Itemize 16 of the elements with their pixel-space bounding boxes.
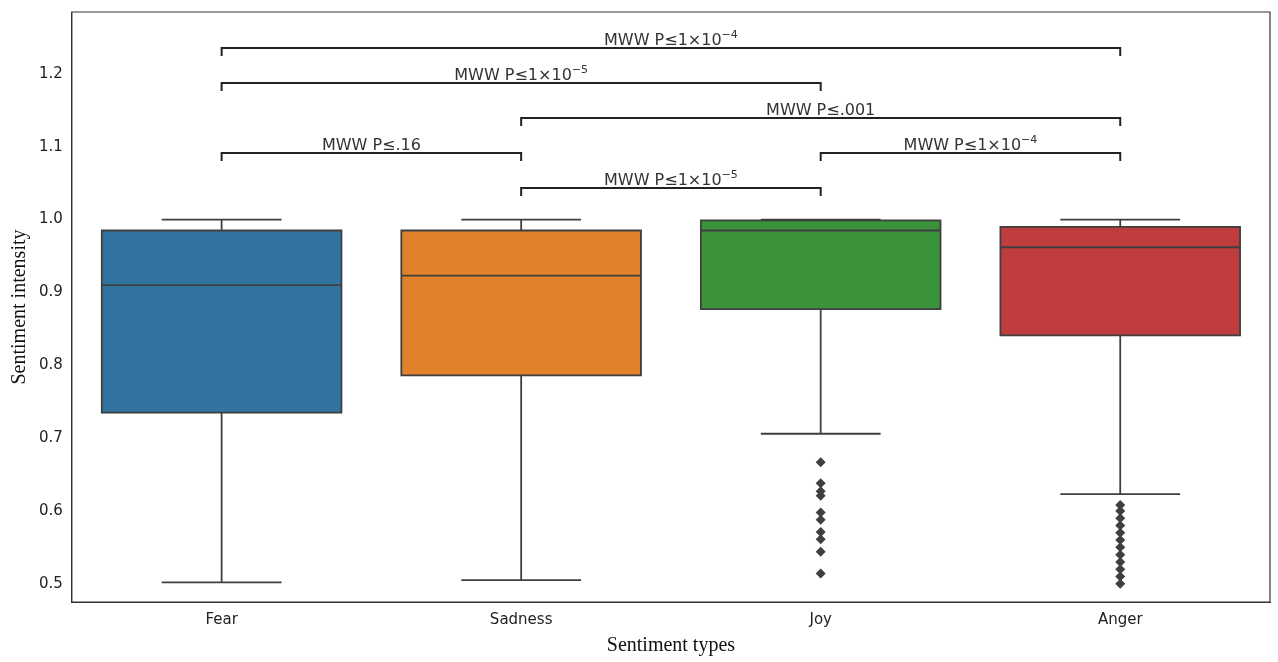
x-tick-label: Anger bbox=[1097, 609, 1144, 628]
y-tick-label: 1.1 bbox=[39, 136, 63, 155]
x-tick-label: Sadness bbox=[489, 609, 553, 628]
y-tick-label: 1.2 bbox=[39, 63, 63, 82]
y-tick-label: 0.9 bbox=[39, 282, 63, 301]
y-tick-label: 0.5 bbox=[39, 573, 63, 592]
x-tick-label: Fear bbox=[205, 609, 239, 628]
x-axis-title: Sentiment types bbox=[606, 633, 736, 657]
y-tick-label: 0.6 bbox=[39, 500, 63, 519]
annotation: MWW P≤.001 bbox=[766, 100, 876, 119]
y-tick-label: 0.8 bbox=[39, 355, 63, 374]
x-tick-label: Joy bbox=[808, 609, 833, 628]
y-axis-title: Sentiment intensity bbox=[7, 229, 31, 385]
y-tick-label: 0.7 bbox=[39, 428, 63, 446]
annotation: MWW P≤.16 bbox=[321, 135, 421, 154]
y-tick-label: 1.0 bbox=[39, 209, 63, 228]
